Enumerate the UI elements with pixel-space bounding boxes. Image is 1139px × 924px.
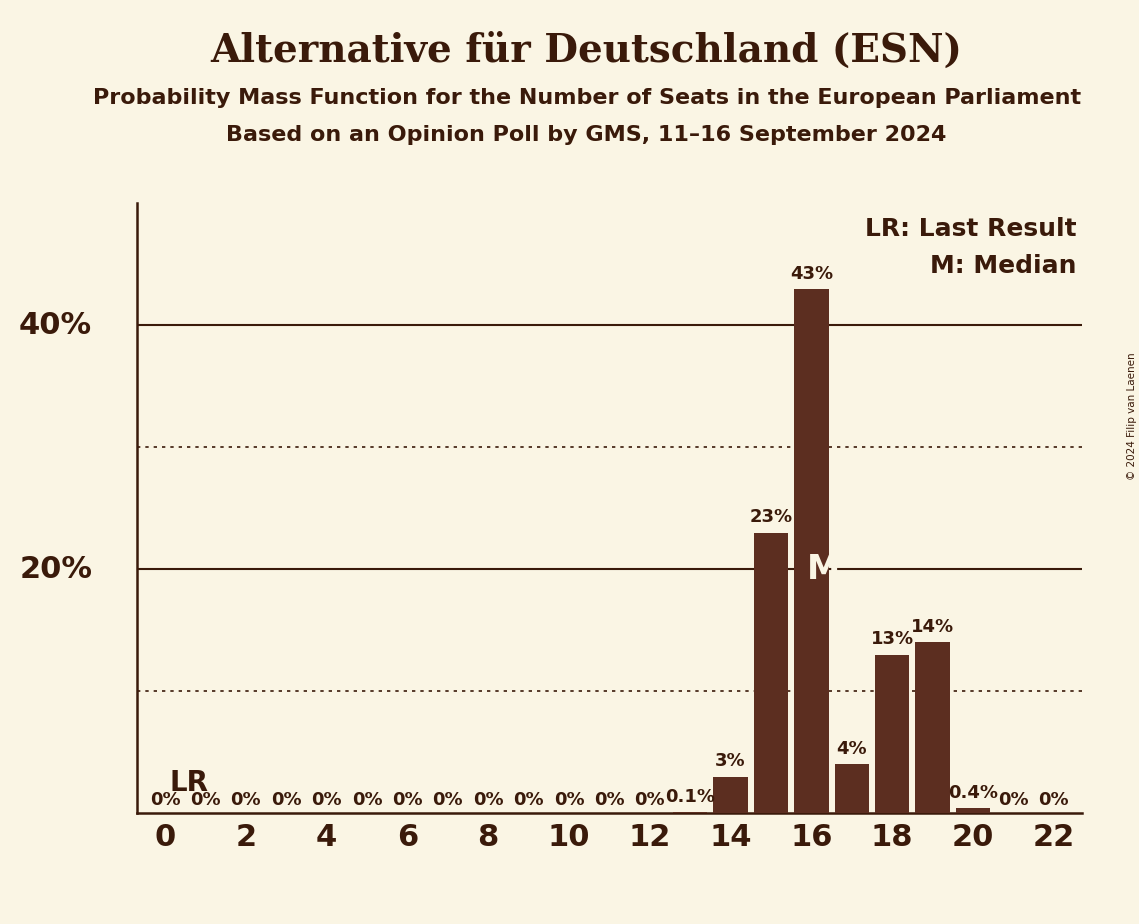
Text: 20%: 20% [19,554,92,584]
Bar [835,764,869,813]
Text: 0%: 0% [595,792,624,809]
Text: 0%: 0% [634,792,665,809]
Text: 0%: 0% [352,792,383,809]
Text: 0%: 0% [554,792,584,809]
Text: M: Median: M: Median [929,254,1076,278]
Bar [956,808,990,813]
Bar [673,812,707,813]
Bar [794,288,828,813]
Text: 0%: 0% [271,792,302,809]
Text: 13%: 13% [870,630,913,649]
Text: 0%: 0% [190,792,221,809]
Text: 0%: 0% [1039,792,1070,809]
Text: 4%: 4% [836,740,867,759]
Text: 3%: 3% [715,752,746,771]
Text: LR: LR [169,769,208,796]
Text: 0%: 0% [149,792,180,809]
Text: Alternative für Deutschland (ESN): Alternative für Deutschland (ESN) [211,32,962,70]
Text: © 2024 Filip van Laenen: © 2024 Filip van Laenen [1126,352,1137,480]
Bar [916,642,950,813]
Text: 0.1%: 0.1% [665,788,715,806]
Text: 43%: 43% [789,264,833,283]
Bar [713,776,747,813]
Text: Based on an Opinion Poll by GMS, 11–16 September 2024: Based on an Opinion Poll by GMS, 11–16 S… [227,125,947,145]
Text: 0%: 0% [230,792,261,809]
Text: 0%: 0% [433,792,464,809]
Text: LR: Last Result: LR: Last Result [865,217,1076,241]
Text: 23%: 23% [749,508,793,527]
Text: 14%: 14% [911,618,954,637]
Text: 0%: 0% [311,792,342,809]
Text: 0.4%: 0.4% [948,784,998,802]
Text: 0%: 0% [473,792,503,809]
Bar [754,532,788,813]
Text: 0%: 0% [998,792,1029,809]
Text: 0%: 0% [392,792,423,809]
Text: 0%: 0% [514,792,544,809]
Text: M: M [806,553,841,586]
Text: Probability Mass Function for the Number of Seats in the European Parliament: Probability Mass Function for the Number… [92,88,1081,108]
Bar [875,654,909,813]
Text: 40%: 40% [19,310,92,340]
